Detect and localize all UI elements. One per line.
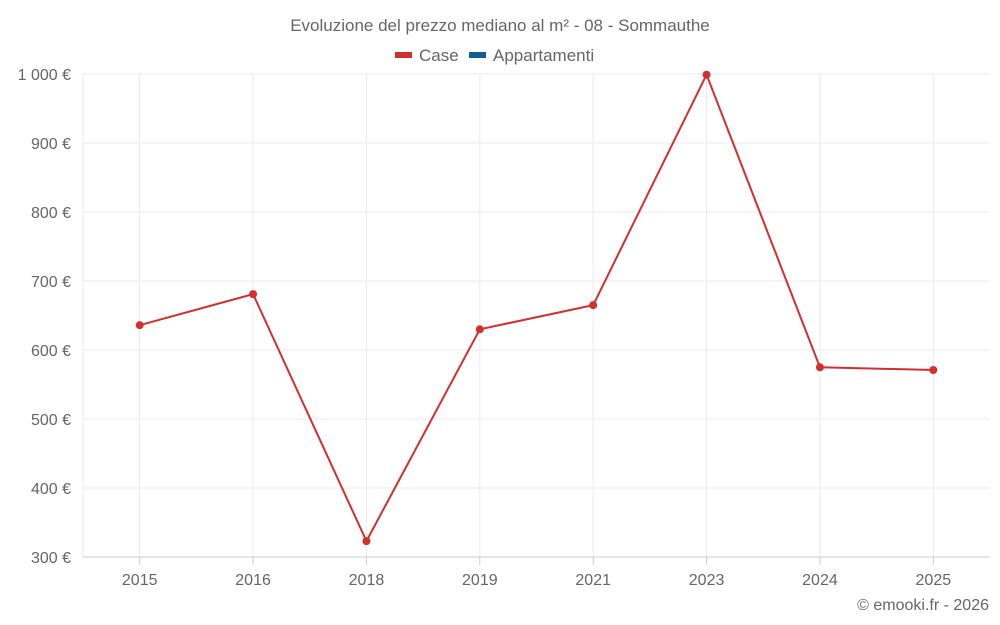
data-point[interactable] [702, 70, 711, 79]
legend-label-appartamenti: Appartamenti [493, 46, 594, 65]
legend: Case Appartamenti [395, 46, 594, 65]
x-tick-label: 2015 [122, 572, 158, 589]
y-tick-label: 800 € [31, 205, 71, 222]
legend-label-case: Case [419, 46, 459, 65]
axes [83, 556, 990, 565]
y-tick-label: 1 000 € [18, 67, 71, 84]
y-tick-label: 400 € [31, 481, 71, 498]
series-case [135, 70, 938, 546]
legend-swatch-case [395, 52, 412, 58]
series-line [139, 73, 934, 543]
x-tick-label: 2024 [802, 572, 838, 589]
x-tick-label: 2019 [462, 572, 498, 589]
data-point[interactable] [815, 363, 824, 372]
grid [82, 73, 990, 557]
data-point[interactable] [249, 290, 258, 299]
y-tick-label: 900 € [31, 136, 71, 153]
data-point[interactable] [475, 325, 484, 334]
data-point[interactable] [135, 321, 144, 330]
y-tick-label: 500 € [31, 412, 71, 429]
x-tick-label: 2021 [575, 572, 611, 589]
chart-title: Evoluzione del prezzo mediano al m² - 08… [290, 16, 710, 35]
x-axis-ticks: 2015 2016 2018 2019 2021 2023 2024 2025 [122, 572, 951, 589]
x-tick-label: 2023 [689, 572, 725, 589]
series [135, 70, 938, 546]
data-point[interactable] [589, 301, 598, 310]
y-tick-label: 700 € [31, 274, 71, 291]
credit-text: © emooki.fr - 2026 [857, 597, 989, 614]
x-tick-label: 2025 [916, 572, 952, 589]
data-point[interactable] [362, 537, 371, 546]
y-tick-label: 300 € [31, 550, 71, 567]
x-tick-label: 2016 [235, 572, 271, 589]
y-axis-ticks: 1 000 € 900 € 800 € 700 € 600 € 500 € 400 € 300… [18, 67, 71, 567]
legend-item-case[interactable]: Case [395, 46, 459, 65]
data-point[interactable] [929, 366, 938, 375]
legend-swatch-appartamenti [469, 52, 486, 58]
x-tick-label: 2018 [349, 572, 385, 589]
legend-item-appartamenti[interactable]: Appartamenti [469, 46, 594, 65]
y-tick-label: 600 € [31, 343, 71, 360]
